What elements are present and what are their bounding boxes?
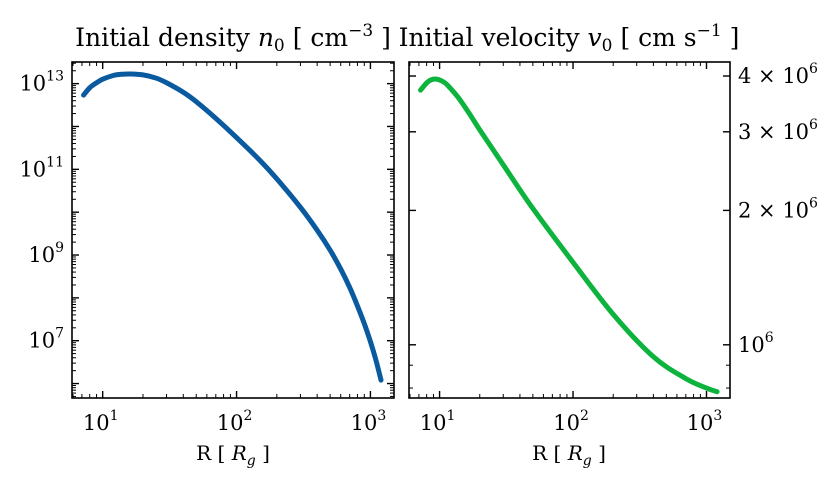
density-title: Initial density n0 [ cm−3 ]: [75, 21, 391, 56]
velocity-y-tick-label: 3 × 106: [738, 117, 818, 144]
density-x-tick-label: 102: [217, 408, 253, 435]
density-y-tick-label: 107: [28, 326, 64, 353]
velocity-tick-labels: 101 102 103 4 × 106 3 × 106 2 × 106 106: [420, 61, 818, 435]
velocity-y-tick-label: 2 × 106: [738, 195, 818, 222]
velocity-title: Initial velocity v0 [ cm s−1 ]: [399, 21, 740, 56]
velocity-ticks: [409, 62, 730, 398]
velocity-x-tick-label: 103: [687, 408, 723, 435]
density-tick-labels: 101 102 103 107 109 1011 1013: [19, 69, 386, 435]
density-ticks: [72, 62, 394, 398]
density-x-axis-label: R [ Rg ]: [196, 441, 270, 469]
density-x-tick-label: 101: [83, 408, 119, 435]
density-y-tick-label: 1013: [19, 69, 64, 96]
velocity-axes-frame: [408, 61, 731, 399]
density-axes-frame: [71, 61, 395, 399]
velocity-x-axis-label: R [ Rg ]: [532, 441, 606, 469]
velocity-x-tick-label: 101: [420, 408, 456, 435]
velocity-y-tick-label: 106: [738, 330, 774, 357]
density-y-tick-label: 1011: [19, 154, 64, 181]
density-line: [81, 71, 384, 383]
velocity-x-tick-label: 102: [553, 408, 589, 435]
density-y-tick-label: 109: [28, 240, 64, 267]
velocity-y-tick-label: 4 × 106: [738, 61, 818, 88]
velocity-line: [418, 76, 720, 395]
density-panel: Initial density n0 [ cm−3 ] 101 102 103 107…: [19, 21, 395, 469]
velocity-panel: Initial velocity v0 [ cm s−1 ] 101 102 103…: [399, 21, 818, 469]
density-x-tick-label: 103: [351, 408, 387, 435]
